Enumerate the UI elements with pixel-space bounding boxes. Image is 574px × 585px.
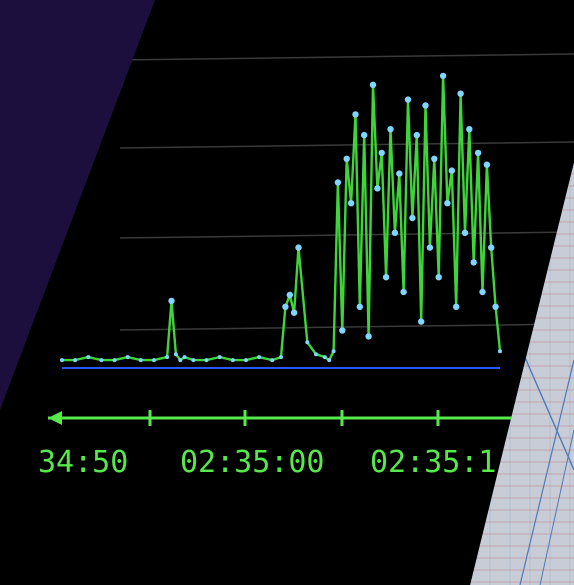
data-point bbox=[470, 259, 477, 266]
data-point bbox=[165, 355, 170, 360]
data-point bbox=[413, 131, 420, 139]
data-point bbox=[418, 318, 425, 325]
data-point bbox=[286, 291, 293, 299]
data-point bbox=[369, 81, 377, 89]
data-point bbox=[435, 274, 442, 281]
time-label-0: 34:50 bbox=[38, 445, 128, 480]
data-point bbox=[257, 355, 262, 360]
time-axis-arrow bbox=[48, 411, 62, 425]
data-point bbox=[426, 244, 434, 251]
data-point bbox=[230, 358, 235, 363]
gridlines bbox=[119, 53, 574, 331]
data-point bbox=[453, 303, 460, 310]
data-point bbox=[173, 352, 178, 357]
data-point bbox=[409, 214, 416, 222]
data-point bbox=[352, 111, 359, 118]
data-point bbox=[374, 185, 381, 192]
time-label-1: 02:35:00 bbox=[180, 445, 325, 480]
data-point bbox=[295, 244, 302, 251]
data-point bbox=[479, 288, 486, 296]
data-point bbox=[448, 167, 455, 174]
data-point bbox=[125, 355, 130, 360]
data-point bbox=[404, 96, 412, 103]
data-points bbox=[60, 72, 502, 363]
time-axis bbox=[48, 410, 574, 426]
data-point bbox=[86, 355, 91, 360]
data-point bbox=[182, 355, 187, 360]
data-point bbox=[343, 155, 350, 162]
data-point bbox=[461, 229, 469, 236]
data-point bbox=[498, 349, 502, 354]
data-point bbox=[339, 327, 346, 334]
data-point bbox=[391, 229, 399, 236]
data-point bbox=[378, 149, 385, 157]
data-point bbox=[422, 102, 429, 109]
data-point bbox=[217, 355, 222, 360]
data-point bbox=[439, 72, 447, 80]
data-point bbox=[382, 274, 390, 281]
data-point bbox=[60, 358, 64, 363]
data-point bbox=[400, 288, 407, 296]
data-point bbox=[334, 179, 342, 186]
data-point bbox=[347, 200, 355, 207]
data-point bbox=[178, 358, 183, 363]
data-point bbox=[444, 200, 451, 207]
data-point bbox=[331, 349, 336, 354]
data-point bbox=[356, 303, 363, 310]
data-point bbox=[466, 126, 473, 133]
gridline-0 bbox=[119, 53, 574, 61]
data-point bbox=[457, 90, 464, 97]
data-point bbox=[270, 358, 275, 363]
data-point bbox=[290, 309, 298, 316]
data-point bbox=[168, 297, 175, 305]
time-label-2: 02:35:1 bbox=[370, 445, 496, 480]
data-point bbox=[474, 149, 482, 157]
data-point bbox=[191, 358, 196, 363]
data-point bbox=[483, 161, 491, 168]
gridline-1 bbox=[119, 141, 574, 149]
data-point bbox=[431, 155, 438, 162]
data-point bbox=[99, 358, 104, 363]
data-point bbox=[387, 126, 394, 133]
data-point bbox=[314, 352, 318, 357]
data-point bbox=[204, 358, 209, 363]
data-point bbox=[152, 358, 156, 363]
data-point bbox=[73, 358, 78, 363]
data-point bbox=[112, 358, 117, 363]
data-point bbox=[327, 358, 332, 363]
data-point bbox=[365, 333, 372, 340]
data-point bbox=[138, 358, 143, 363]
gridline-2 bbox=[119, 231, 574, 239]
data-point bbox=[279, 355, 283, 360]
data-point bbox=[305, 340, 310, 345]
data-point bbox=[488, 244, 495, 251]
data-point bbox=[282, 303, 289, 310]
data-point bbox=[396, 170, 403, 177]
data-point bbox=[244, 358, 248, 363]
data-point bbox=[361, 131, 368, 139]
data-point bbox=[492, 303, 499, 310]
data-point bbox=[322, 355, 327, 360]
